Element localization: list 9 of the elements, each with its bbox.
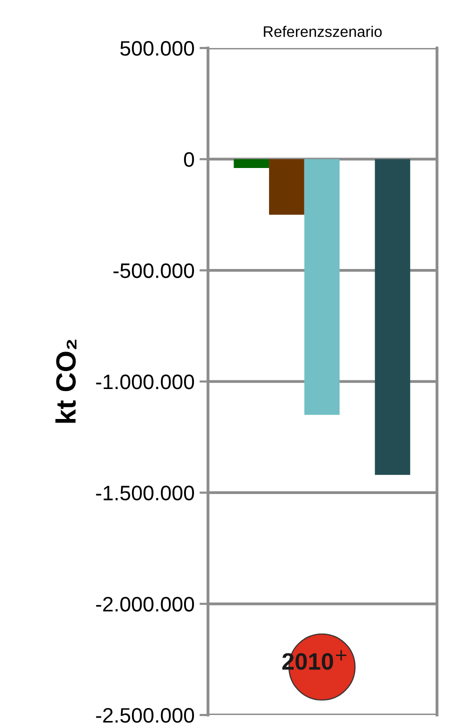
- y-tick-label: -1.000.000: [96, 374, 194, 390]
- y-tick-label: -500.000: [113, 263, 194, 278]
- y-axis-title: kt CO₂: [55, 340, 76, 423]
- y-tick-label: -2.000.000: [96, 596, 194, 612]
- y-tick-label: -2.500.000: [96, 708, 194, 723]
- chart-title: Referenzszenario: [264, 26, 382, 38]
- y-tick-label: -1.500.000: [96, 486, 194, 500]
- y-tick-label: 500.000: [120, 41, 194, 56]
- y-tick-label: 0: [184, 152, 194, 167]
